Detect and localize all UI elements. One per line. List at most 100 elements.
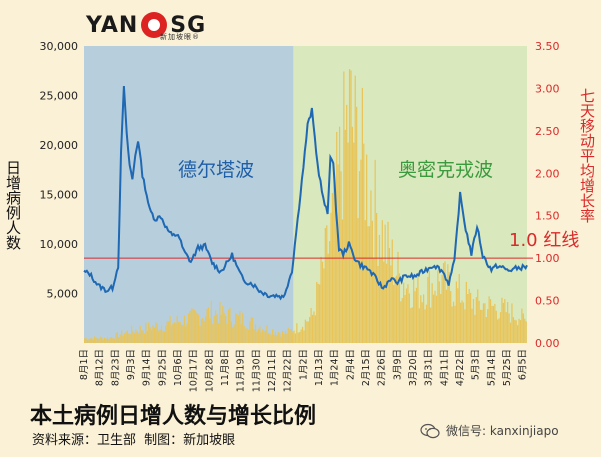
growth-bar: [250, 316, 252, 343]
growth-bar: [163, 331, 165, 343]
growth-bar: [394, 277, 396, 343]
growth-bar: [337, 164, 339, 343]
growth-bar: [179, 321, 181, 343]
growth-bar: [457, 288, 459, 343]
growth-bar: [243, 325, 245, 343]
growth-bar: [397, 251, 399, 343]
growth-bar: [246, 328, 248, 343]
growth-bar: [390, 265, 392, 343]
growth-bar: [353, 142, 355, 343]
growth-bar: [111, 337, 113, 343]
growth-bar: [370, 190, 372, 343]
growth-bar: [159, 329, 161, 343]
growth-bar: [128, 333, 130, 343]
x-tick-label: 3月31日: [424, 349, 435, 386]
growth-bar: [522, 313, 524, 343]
growth-bar: [455, 281, 457, 343]
growth-bar: [482, 303, 485, 343]
x-tick-label: 1月13日: [314, 349, 325, 386]
growth-bar: [249, 321, 251, 343]
growth-bar: [472, 299, 475, 343]
growth-bar: [381, 220, 383, 343]
x-tick-label: 11月30日: [251, 349, 262, 392]
growth-bar: [192, 308, 194, 343]
growth-bar: [524, 318, 526, 343]
growth-bar: [442, 263, 445, 343]
growth-bar: [232, 326, 234, 343]
growth-bar: [411, 307, 413, 343]
growth-bar: [487, 309, 489, 343]
growth-bar: [299, 332, 301, 343]
growth-bar: [326, 225, 328, 343]
growth-bar: [207, 307, 210, 343]
growth-bar: [293, 330, 295, 343]
growth-bar: [388, 248, 391, 343]
growth-bar: [511, 303, 513, 343]
left-tick-label: 30,000: [40, 40, 79, 53]
logo-eye-icon: [141, 12, 168, 38]
growth-bar: [395, 275, 398, 343]
growth-bar: [344, 129, 346, 343]
x-tick-label: 1月2日: [298, 349, 309, 380]
growth-bar: [233, 324, 235, 343]
growth-bar: [242, 312, 244, 343]
growth-bar: [160, 325, 163, 343]
growth-bar: [277, 332, 279, 343]
growth-bar: [122, 335, 124, 343]
growth-bar: [283, 333, 285, 343]
growth-bar: [196, 313, 198, 343]
growth-bar: [521, 308, 523, 343]
growth-bar: [216, 314, 218, 343]
growth-bar: [319, 284, 321, 343]
growth-bar: [276, 335, 278, 343]
x-tick-label: 8月12日: [95, 349, 106, 386]
growth-bar: [343, 71, 345, 344]
growth-bar: [290, 329, 292, 343]
right-tick-label: 1.00: [535, 252, 560, 265]
right-tick-label: 3.50: [535, 40, 560, 53]
growth-bar: [491, 305, 493, 343]
x-tick-label: 11月8日: [220, 349, 231, 386]
growth-bar: [193, 309, 195, 343]
growth-bar: [182, 324, 184, 343]
growth-bar: [380, 258, 382, 343]
left-axis-ticks: 5,000 10,000 15,000 20,000 25,000 30,000: [40, 40, 79, 301]
growth-bar: [105, 338, 107, 343]
growth-bar: [358, 171, 361, 343]
logo-text-right: SG: [170, 12, 207, 38]
growth-bar: [400, 301, 402, 343]
growth-bar: [203, 320, 205, 343]
wave-regions: [84, 46, 527, 343]
x-tick-label: 2月26日: [377, 349, 388, 386]
growth-bar: [226, 323, 228, 343]
growth-bar: [118, 337, 120, 343]
growth-bar: [227, 309, 230, 343]
growth-bar: [348, 69, 351, 343]
growth-bar: [437, 270, 439, 343]
growth-bar: [424, 309, 426, 343]
growth-bar: [183, 315, 185, 343]
growth-bar: [156, 323, 158, 343]
growth-bar: [471, 308, 473, 343]
growth-bar: [465, 281, 467, 343]
growth-bar: [220, 314, 222, 343]
growth-bar: [266, 325, 268, 343]
growth-bar: [479, 309, 482, 343]
growth-bar: [499, 312, 502, 343]
growth-bar: [126, 330, 128, 343]
growth-bar: [393, 284, 395, 343]
growth-bar: [297, 332, 299, 343]
growth-bar: [205, 316, 207, 343]
x-tick-label: 4月11日: [439, 349, 450, 386]
growth-bar: [102, 339, 104, 343]
daily-cases-line: [83, 86, 528, 301]
left-tick-label: 5,000: [47, 288, 79, 301]
growth-bar: [464, 309, 466, 343]
growth-bar: [149, 327, 151, 343]
growth-bar: [346, 104, 348, 343]
growth-bar: [498, 318, 500, 343]
x-tick-label: 8月1日: [79, 349, 90, 380]
growth-bar: [281, 331, 284, 343]
growth-bar: [470, 292, 472, 343]
growth-bar: [106, 336, 109, 343]
